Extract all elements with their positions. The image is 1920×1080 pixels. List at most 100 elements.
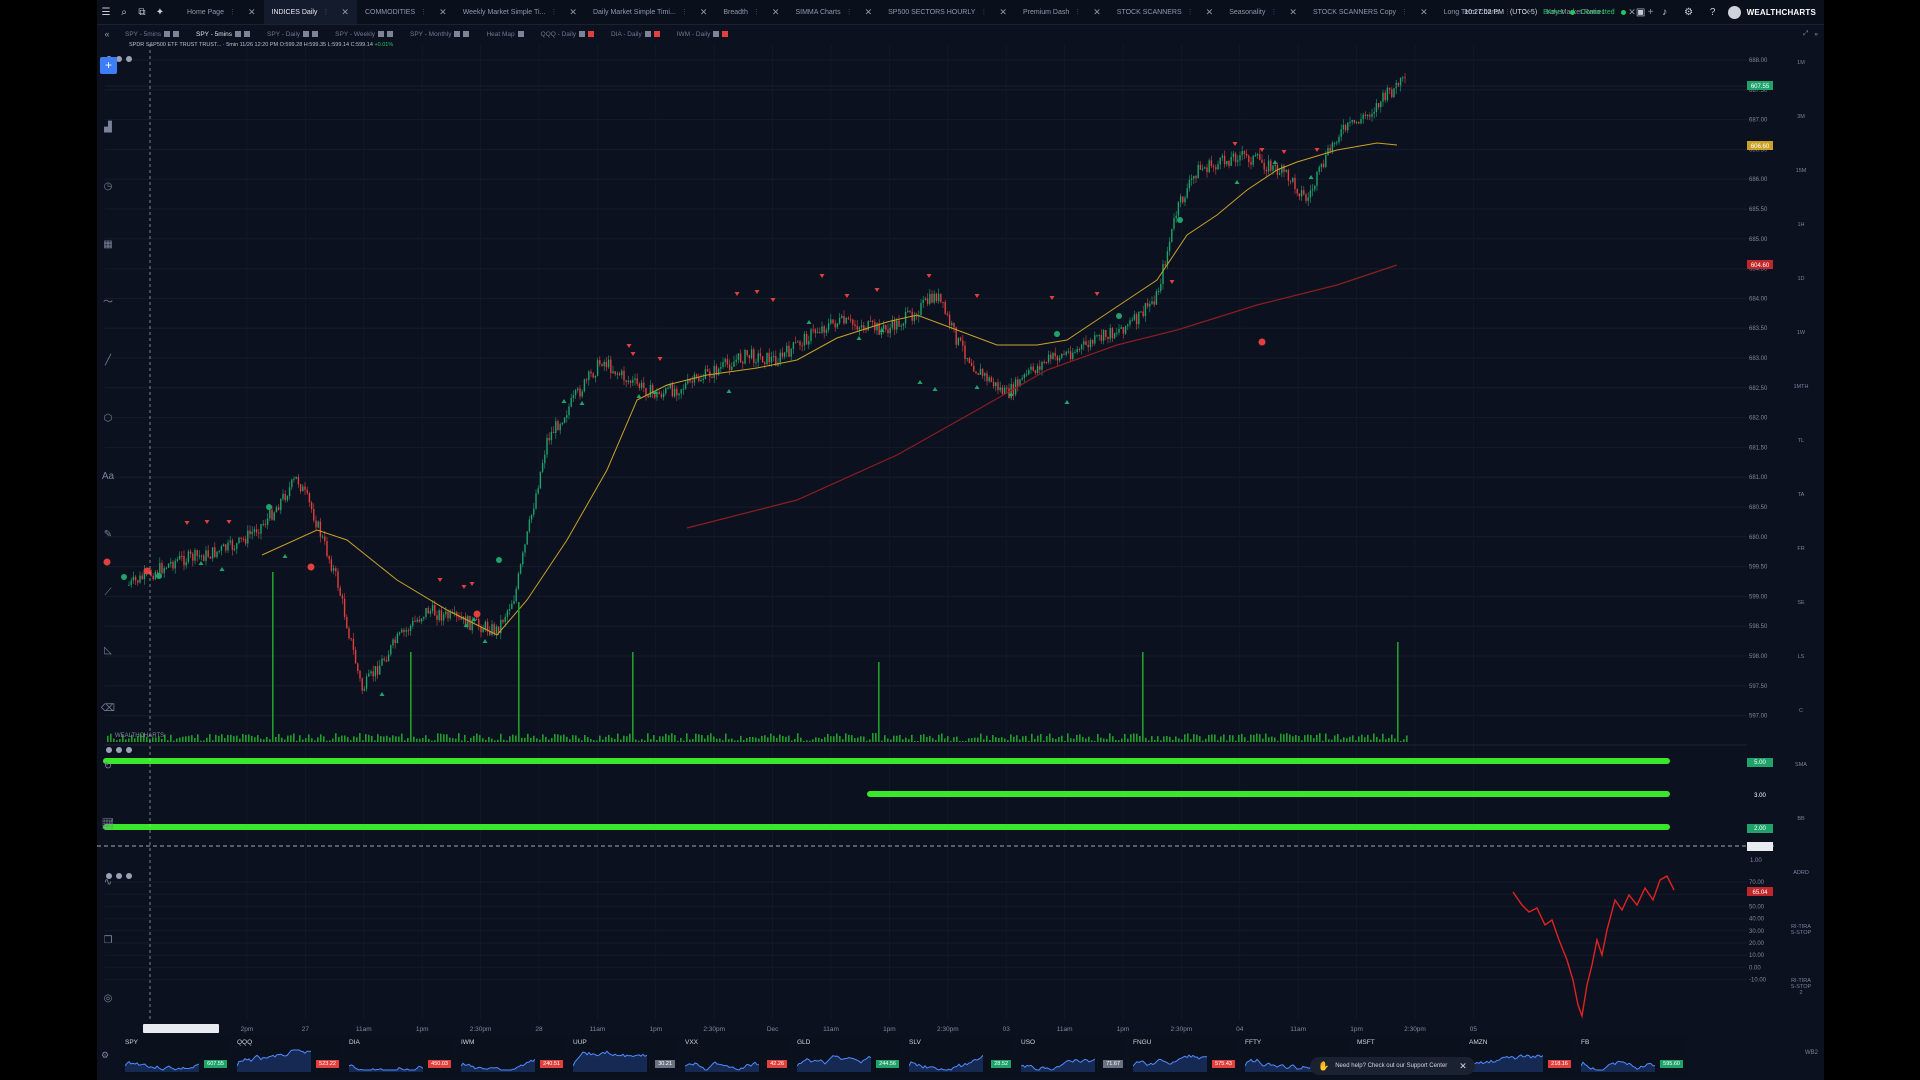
subtab-badge[interactable] <box>303 31 310 37</box>
measure-icon[interactable]: ◺ <box>104 645 112 656</box>
mini-chart-card[interactable]: SLV 28.52 <box>905 1036 1014 1076</box>
chart-canvas[interactable]: 688.00 687.50 687.00 686.50 686.00 685.50 685.… <box>97 0 1824 1040</box>
settings-icon[interactable]: ⚙ <box>101 1050 110 1060</box>
tab-close-icon[interactable]: ✕ <box>439 6 447 17</box>
tab-close-icon[interactable]: ✕ <box>1420 6 1428 17</box>
calendar-icon[interactable]: ▦ <box>103 239 113 250</box>
mini-chart-card[interactable]: IWM 240.51 <box>457 1036 566 1076</box>
save-icon[interactable]: ▣ <box>1635 6 1646 18</box>
gear-icon[interactable]: ⚙ <box>1684 6 1694 18</box>
fullscreen-icon[interactable]: ⤢ <box>1803 30 1809 37</box>
layout-subtab[interactable]: SPY - Weekly <box>327 26 402 42</box>
tab-item[interactable]: SIMMA Charts ⋮ ✕ <box>787 0 880 24</box>
mini-chart-card[interactable]: USO 71.67 <box>1017 1036 1126 1076</box>
subtab-badge[interactable] <box>244 31 251 37</box>
search-icon[interactable]: ⌕ <box>121 6 127 18</box>
copy-icon[interactable]: ❐ <box>103 935 113 946</box>
menu-icon[interactable]: ☰ <box>101 6 111 18</box>
subtab-badge[interactable] <box>517 31 524 37</box>
subtab-badge[interactable] <box>387 31 394 37</box>
tab-item[interactable]: Weekly Market Simple Ti... ⋮ ✕ <box>455 0 585 24</box>
layout-subtab[interactable]: SPY - Daily <box>259 26 327 42</box>
support-toast[interactable]: ✋ Need help? Check out our Support Cente… <box>1310 1057 1475 1075</box>
tab-menu-icon[interactable]: ⋮ <box>550 9 558 16</box>
add-tab-icon[interactable]: + <box>1647 6 1654 18</box>
trend-icon[interactable]: 〜 <box>103 297 113 308</box>
broker-label[interactable]: Broker <box>1543 8 1564 16</box>
timeframe-button[interactable]: TA <box>1797 492 1805 498</box>
timeframe-button[interactable]: 1MTH <box>1793 384 1809 390</box>
collapse-right-icon[interactable]: » <box>1814 30 1818 38</box>
timeframe-button[interactable]: FR <box>1797 546 1805 552</box>
mini-chart-card[interactable]: UUP 30.21 <box>569 1036 678 1076</box>
mini-chart-card[interactable]: FB 595.60 <box>1577 1036 1686 1076</box>
eraser-icon[interactable]: ⌫ <box>100 703 116 714</box>
layout-subtab[interactable]: SPY - Monthly <box>402 26 478 42</box>
tab-close-icon[interactable]: ✕ <box>771 6 780 17</box>
timeframe-button[interactable]: 1M <box>1797 60 1805 66</box>
tab-close-icon[interactable]: ✕ <box>699 6 708 17</box>
timeframe-button[interactable]: TL <box>1797 438 1805 444</box>
tab-close-icon[interactable]: ✕ <box>1628 6 1636 17</box>
layout-subtab[interactable]: SPY - 5mins <box>117 26 188 42</box>
avatar[interactable] <box>1727 5 1741 19</box>
tab-close-icon[interactable]: ✕ <box>1289 6 1297 17</box>
refresh-icon[interactable]: ↻ <box>103 761 113 772</box>
target-icon[interactable]: ◎ <box>103 993 113 1004</box>
tab-close-icon[interactable]: ✕ <box>1093 6 1101 17</box>
tab-close-icon[interactable]: ✕ <box>247 6 256 17</box>
help-icon[interactable]: ? <box>1709 6 1716 18</box>
oscillator-icon[interactable]: ∿ <box>103 877 113 888</box>
tab-menu-icon[interactable]: ⋮ <box>980 9 988 16</box>
subtab-badge[interactable] <box>378 31 385 37</box>
close-icon[interactable]: ✕ <box>1459 1060 1467 1071</box>
timeframe-button[interactable]: 1W <box>1796 330 1806 336</box>
subtab-badge[interactable] <box>173 31 180 37</box>
tab-item[interactable]: SP500 SECTORS HOURLY ⋮ ✕ <box>880 0 1015 24</box>
subtab-badge[interactable] <box>312 31 319 37</box>
mini-chart-card[interactable]: DIA 450.03 <box>345 1036 454 1076</box>
timeframe-button[interactable]: RI-TIRA S-STOP <box>1790 924 1812 936</box>
mini-chart-card[interactable]: AMZN 218.16 <box>1465 1036 1574 1076</box>
bell-icon[interactable]: ♪ <box>1662 6 1668 18</box>
mini-chart-card[interactable]: GLD 244.56 <box>793 1036 902 1076</box>
mini-chart-card[interactable]: FNGU 575.43 <box>1129 1036 1238 1076</box>
tab-item[interactable]: STOCK SCANNERS ⋮ ✕ <box>1109 0 1221 24</box>
ai-icon[interactable]: ✦ <box>155 6 165 18</box>
tab-close-icon[interactable]: ✕ <box>999 6 1007 17</box>
tab-close-icon[interactable]: ✕ <box>569 6 577 17</box>
tab-close-icon[interactable]: ✕ <box>341 6 349 17</box>
pencil-icon[interactable]: ✎ <box>103 529 113 540</box>
tab-item[interactable]: Premium Dash ⋮ ✕ <box>1015 0 1109 24</box>
timeframe-button[interactable]: 3M <box>1797 114 1805 120</box>
subtab-badge[interactable] <box>653 31 660 37</box>
tab-menu-icon[interactable]: ⋮ <box>752 9 760 16</box>
tab-item[interactable]: COMMODITIES ⋮ ✕ <box>357 0 455 24</box>
mini-chart-card[interactable]: SPY 607.55 <box>121 1036 230 1076</box>
tab-item[interactable]: Long Term Charts ⋮ ✕ <box>1436 0 1539 24</box>
tab-item[interactable]: Breadth ⋮ ✕ <box>715 0 787 24</box>
indicator-icon[interactable]: 📈︎ <box>101 819 115 830</box>
mini-chart-card[interactable]: VXX 42.26 <box>681 1036 790 1076</box>
subtab-badge[interactable] <box>713 31 720 37</box>
mini-chart-card[interactable]: QQQ 523.22 <box>233 1036 342 1076</box>
tab-menu-icon[interactable]: ⋮ <box>1504 9 1512 16</box>
timeframe-button[interactable]: RI-TIRA S-STOP 2 <box>1790 978 1812 996</box>
collapse-left-icon[interactable]: « <box>104 29 110 39</box>
add-indicator-button[interactable]: + <box>100 57 117 74</box>
timeframe-button[interactable]: 1H <box>1797 222 1805 228</box>
shape-tool-icon[interactable]: ⬡ <box>103 413 113 424</box>
tab-menu-icon[interactable]: ⋮ <box>228 9 236 16</box>
subtab-badge[interactable] <box>164 31 171 37</box>
timeframe-button[interactable]: 15M <box>1795 168 1807 174</box>
tab-item[interactable]: STOCK SCANNERS Copy ⋮ ✕ <box>1305 0 1436 24</box>
tab-item[interactable]: INDICES Daily ⋮ ✕ <box>263 0 357 24</box>
timeframe-button[interactable]: ADRD <box>1793 870 1809 876</box>
tab-menu-icon[interactable]: ⋮ <box>1609 9 1617 16</box>
tab-menu-icon[interactable]: ⋮ <box>1270 9 1278 16</box>
tab-close-icon[interactable]: ✕ <box>1523 6 1531 17</box>
tab-menu-icon[interactable]: ⋮ <box>680 9 688 16</box>
subtab-badge[interactable] <box>463 31 470 37</box>
timeframe-button[interactable]: C <box>1799 708 1803 714</box>
timeframe-button[interactable]: LS <box>1797 654 1805 660</box>
